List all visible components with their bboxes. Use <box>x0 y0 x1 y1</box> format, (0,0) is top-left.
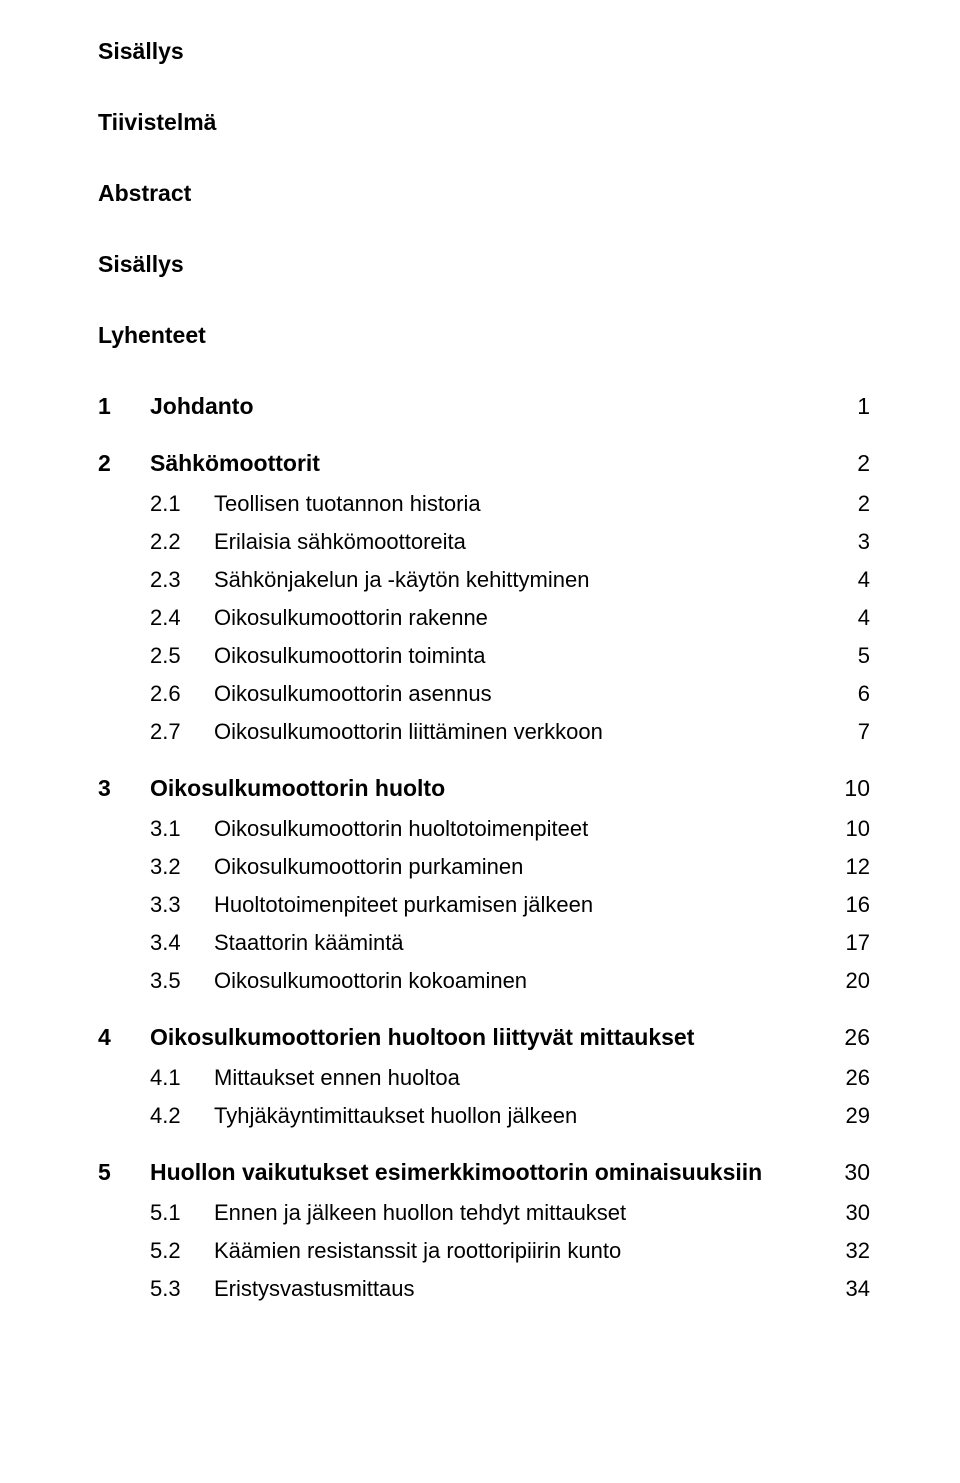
toc-section-title: Oikosulkumoottorin huoltotoimenpiteet <box>214 816 846 842</box>
toc-section: 2.7Oikosulkumoottorin liittäminen verkko… <box>98 719 870 745</box>
front-heading: Sisällys <box>98 251 870 278</box>
toc-chapter-number: 2 <box>98 450 150 477</box>
toc-section-page: 26 <box>846 1065 870 1091</box>
toc-section: 5.1Ennen ja jälkeen huollon tehdyt mitta… <box>98 1200 870 1226</box>
toc-section: 2.4Oikosulkumoottorin rakenne4 <box>98 605 870 631</box>
toc-section-page: 32 <box>846 1238 870 1264</box>
toc-section-page: 7 <box>858 719 870 745</box>
toc-section: 3.1Oikosulkumoottorin huoltotoimenpiteet… <box>98 816 870 842</box>
toc-section: 2.5Oikosulkumoottorin toiminta5 <box>98 643 870 669</box>
toc-section-number: 5.3 <box>150 1276 214 1302</box>
toc-section-number: 3.2 <box>150 854 214 880</box>
toc-section-title: Sähkönjakelun ja -käytön kehittyminen <box>214 567 858 593</box>
toc-section-page: 2 <box>858 491 870 517</box>
toc-section-title: Oikosulkumoottorin purkaminen <box>214 854 846 880</box>
front-heading: Tiivistelmä <box>98 109 870 136</box>
toc-section-page: 17 <box>846 930 870 956</box>
toc-section: 3.4Staattorin käämintä17 <box>98 930 870 956</box>
toc-section-title: Tyhjäkäyntimittaukset huollon jälkeen <box>214 1103 846 1129</box>
toc-section: 5.3Eristysvastusmittaus34 <box>98 1276 870 1302</box>
toc-section: 2.3Sähkönjakelun ja -käytön kehittyminen… <box>98 567 870 593</box>
toc-section-number: 4.2 <box>150 1103 214 1129</box>
toc-section-number: 4.1 <box>150 1065 214 1091</box>
toc-section-number: 2.5 <box>150 643 214 669</box>
toc-chapter-title: Oikosulkumoottorin huolto <box>150 775 844 802</box>
toc-section-number: 2.3 <box>150 567 214 593</box>
toc-chapter-number: 5 <box>98 1159 150 1186</box>
toc-section-number: 2.6 <box>150 681 214 707</box>
toc-section: 2.6Oikosulkumoottorin asennus6 <box>98 681 870 707</box>
toc-section-title: Oikosulkumoottorin kokoaminen <box>214 968 846 994</box>
toc-section-title: Huoltotoimenpiteet purkamisen jälkeen <box>214 892 846 918</box>
toc-chapter-page: 2 <box>857 450 870 477</box>
toc-section-title: Mittaukset ennen huoltoa <box>214 1065 846 1091</box>
toc-chapter: 2Sähkömoottorit2 <box>98 450 870 477</box>
toc-section-title: Oikosulkumoottorin asennus <box>214 681 858 707</box>
toc-section-number: 3.5 <box>150 968 214 994</box>
front-heading: Abstract <box>98 180 870 207</box>
toc-section: 2.1Teollisen tuotannon historia2 <box>98 491 870 517</box>
toc-section-title: Erilaisia sähkömoottoreita <box>214 529 858 555</box>
toc-chapter-number: 1 <box>98 393 150 420</box>
toc-section-number: 3.1 <box>150 816 214 842</box>
toc-chapter-page: 10 <box>844 775 870 802</box>
toc-section-number: 2.7 <box>150 719 214 745</box>
toc-section-number: 2.4 <box>150 605 214 631</box>
toc-section-title: Oikosulkumoottorin rakenne <box>214 605 858 631</box>
toc-section-number: 2.2 <box>150 529 214 555</box>
toc-section-number: 3.3 <box>150 892 214 918</box>
toc-chapter-page: 26 <box>844 1024 870 1051</box>
toc-chapter-title: Oikosulkumoottorien huoltoon liittyvät m… <box>150 1024 844 1051</box>
toc-section-page: 4 <box>858 567 870 593</box>
toc-section-page: 3 <box>858 529 870 555</box>
toc-section-number: 3.4 <box>150 930 214 956</box>
toc-section-title: Käämien resistanssit ja roottoripiirin k… <box>214 1238 846 1264</box>
toc-section-title: Ennen ja jälkeen huollon tehdyt mittauks… <box>214 1200 846 1226</box>
toc-section-page: 4 <box>858 605 870 631</box>
toc-section: 5.2Käämien resistanssit ja roottoripiiri… <box>98 1238 870 1264</box>
toc-section-title: Oikosulkumoottorin toiminta <box>214 643 858 669</box>
toc-section: 3.5Oikosulkumoottorin kokoaminen20 <box>98 968 870 994</box>
toc-section-title: Teollisen tuotannon historia <box>214 491 858 517</box>
table-of-contents: Sisällys Tiivistelmä Abstract Sisällys Lyhen… <box>98 38 870 1302</box>
toc-section: 4.2Tyhjäkäyntimittaukset huollon jälkeen… <box>98 1103 870 1129</box>
toc-section-number: 5.2 <box>150 1238 214 1264</box>
toc-section-page: 20 <box>846 968 870 994</box>
toc-chapter-page: 1 <box>857 393 870 420</box>
toc-chapter-number: 3 <box>98 775 150 802</box>
toc-section-title: Oikosulkumoottorin liittäminen verkkoon <box>214 719 858 745</box>
toc-section-page: 6 <box>858 681 870 707</box>
toc-section: 2.2Erilaisia sähkömoottoreita3 <box>98 529 870 555</box>
toc-chapter: 5Huollon vaikutukset esimerkkimoottorin … <box>98 1159 870 1186</box>
toc-chapter: 3Oikosulkumoottorin huolto10 <box>98 775 870 802</box>
toc-section: 3.3Huoltotoimenpiteet purkamisen jälkeen… <box>98 892 870 918</box>
toc-section-title: Staattorin käämintä <box>214 930 846 956</box>
toc-section-page: 29 <box>846 1103 870 1129</box>
toc-section-title: Eristysvastusmittaus <box>214 1276 846 1302</box>
toc-chapter-title: Sähkömoottorit <box>150 450 857 477</box>
toc-chapter: 1Johdanto1 <box>98 393 870 420</box>
toc-section-page: 10 <box>846 816 870 842</box>
toc-chapter-number: 4 <box>98 1024 150 1051</box>
toc-chapter: 4Oikosulkumoottorien huoltoon liittyvät … <box>98 1024 870 1051</box>
toc-section-page: 5 <box>858 643 870 669</box>
front-heading: Sisällys <box>98 38 870 65</box>
toc-section: 4.1Mittaukset ennen huoltoa26 <box>98 1065 870 1091</box>
toc-section-number: 5.1 <box>150 1200 214 1226</box>
toc-section-page: 34 <box>846 1276 870 1302</box>
toc-section-page: 30 <box>846 1200 870 1226</box>
toc-section-page: 16 <box>846 892 870 918</box>
toc-section: 3.2Oikosulkumoottorin purkaminen12 <box>98 854 870 880</box>
front-heading: Lyhenteet <box>98 322 870 349</box>
toc-section-number: 2.1 <box>150 491 214 517</box>
toc-chapter-title: Huollon vaikutukset esimerkkimoottorin o… <box>150 1159 844 1186</box>
toc-chapter-page: 30 <box>844 1159 870 1186</box>
toc-section-page: 12 <box>846 854 870 880</box>
toc-chapter-title: Johdanto <box>150 393 857 420</box>
